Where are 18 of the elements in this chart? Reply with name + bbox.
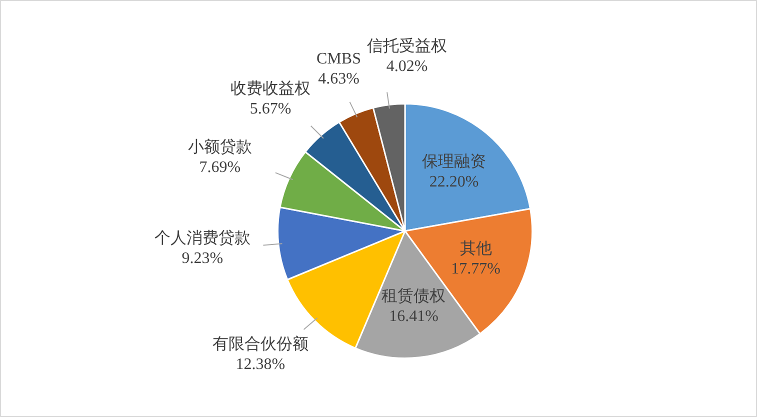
data-label: 22.20% — [429, 174, 479, 191]
slice-label: CMBS — [316, 50, 361, 68]
slice-label: 有限合伙份额 — [212, 334, 308, 353]
slice-label: 收费收益权 — [230, 79, 310, 98]
slice-label: 个人消费贷款 — [154, 229, 250, 248]
slice-label: 其他 — [460, 240, 492, 258]
data-label: 5.67% — [250, 100, 292, 118]
slice-label: 小额贷款 — [188, 138, 252, 156]
data-label: 17.77% — [451, 260, 500, 278]
data-label: 9.23% — [182, 250, 224, 268]
data-label: 4.63% — [318, 70, 360, 88]
slice-label: 保理融资 — [422, 152, 486, 171]
data-label: 4.02% — [386, 58, 428, 75]
slice-label: 信托受益权 — [366, 36, 447, 55]
data-label: 7.69% — [199, 159, 241, 176]
data-label: 12.38% — [236, 356, 286, 373]
data-label: 16.41% — [389, 308, 438, 326]
slice-label: 租赁债权 — [382, 287, 446, 306]
